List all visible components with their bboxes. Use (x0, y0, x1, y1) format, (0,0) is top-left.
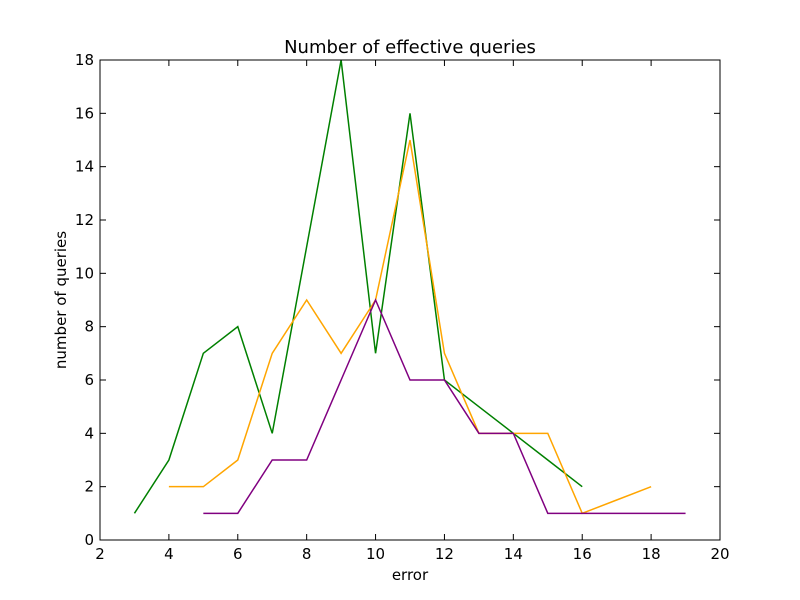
x-tick-label: 12 (435, 545, 454, 563)
y-tick-label: 4 (84, 424, 94, 442)
x-tick-label: 18 (642, 545, 661, 563)
x-tick-label: 2 (95, 545, 105, 563)
x-tick-label: 6 (233, 545, 243, 563)
series-line-2 (168, 139, 652, 515)
y-tick-label: 8 (84, 318, 94, 336)
y-tick-label: 10 (75, 264, 94, 282)
y-tick-label: 18 (75, 51, 94, 69)
x-tick-label: 20 (710, 545, 729, 563)
chart-title: Number of effective queries (284, 37, 536, 58)
y-tick-label: 2 (84, 478, 94, 496)
x-tick-label: 4 (164, 545, 174, 563)
x-tick-label: 10 (366, 545, 385, 563)
y-axis-label: number of queries (52, 231, 70, 369)
x-tick-label: 16 (573, 545, 592, 563)
x-tick-label: 14 (504, 545, 523, 563)
y-tick-label: 14 (75, 158, 94, 176)
y-tick-label: 12 (75, 211, 94, 229)
y-tick-label: 16 (75, 104, 94, 122)
y-tick-label: 0 (84, 531, 94, 549)
x-axis-label: error (392, 566, 429, 584)
y-tick-label: 6 (84, 371, 94, 389)
x-tick-label: 8 (302, 545, 312, 563)
series-line-3 (203, 298, 686, 515)
series-line-1 (133, 59, 583, 514)
plot-frame (99, 59, 721, 541)
